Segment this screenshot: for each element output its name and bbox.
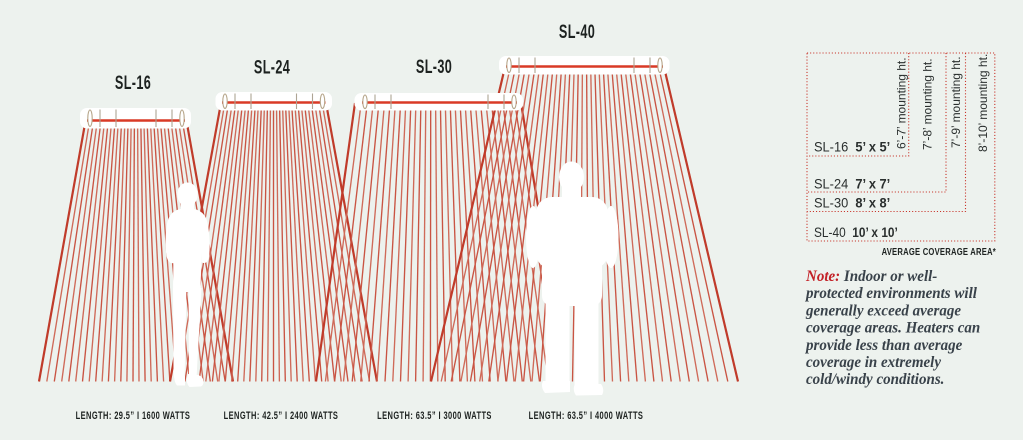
svg-text:coverage areas. Heaters can: coverage areas. Heaters can bbox=[806, 319, 980, 336]
svg-text:SL-24 7’ x 7’: SL-24 7’ x 7’ bbox=[814, 176, 890, 191]
svg-text:AVERAGE COVERAGE AREA*: AVERAGE COVERAGE AREA* bbox=[882, 246, 997, 257]
svg-text:LENGTH: 29.5” I 1600 WATTS: LENGTH: 29.5” I 1600 WATTS bbox=[76, 408, 191, 421]
svg-text:7’-9’ mounting ht.: 7’-9’ mounting ht. bbox=[949, 56, 963, 148]
svg-text:coverage in extremely: coverage in extremely bbox=[806, 354, 941, 371]
svg-text:SL-30 8’ x 8’: SL-30 8’ x 8’ bbox=[814, 195, 890, 210]
svg-text:8’-10’ mounting ht.: 8’-10’ mounting ht. bbox=[976, 54, 990, 152]
svg-text:SL-40: SL-40 bbox=[559, 21, 595, 42]
svg-text:SL-16: SL-16 bbox=[115, 72, 151, 93]
svg-text:LENGTH: 63.5” I 4000 WATTS: LENGTH: 63.5” I 4000 WATTS bbox=[529, 408, 644, 421]
svg-text:cold/windy conditions.: cold/windy conditions. bbox=[806, 371, 944, 388]
svg-text:generally exceed average: generally exceed average bbox=[805, 302, 961, 319]
svg-text:LENGTH: 63.5” I 3000 WATTS: LENGTH: 63.5” I 3000 WATTS bbox=[377, 408, 492, 421]
svg-text:6’-7’ mounting ht.: 6’-7’ mounting ht. bbox=[895, 57, 909, 149]
svg-text:Note: Indoor or well-: Note: Indoor or well- bbox=[805, 268, 937, 285]
svg-text:SL-30: SL-30 bbox=[416, 56, 452, 77]
svg-text:7’-8’ mounting ht.: 7’-8’ mounting ht. bbox=[921, 58, 935, 150]
svg-text:SL-40 10’ x 10’: SL-40 10’ x 10’ bbox=[814, 224, 898, 240]
svg-text:SL-24: SL-24 bbox=[254, 57, 290, 78]
svg-text:provide less than average: provide less than average bbox=[804, 336, 962, 353]
svg-text:protected environments will: protected environments will bbox=[804, 285, 978, 302]
svg-text:LENGTH: 42.5” I 2400 WATTS: LENGTH: 42.5” I 2400 WATTS bbox=[224, 408, 339, 421]
svg-text:SL-16 5’ x 5’: SL-16 5’ x 5’ bbox=[814, 139, 890, 154]
